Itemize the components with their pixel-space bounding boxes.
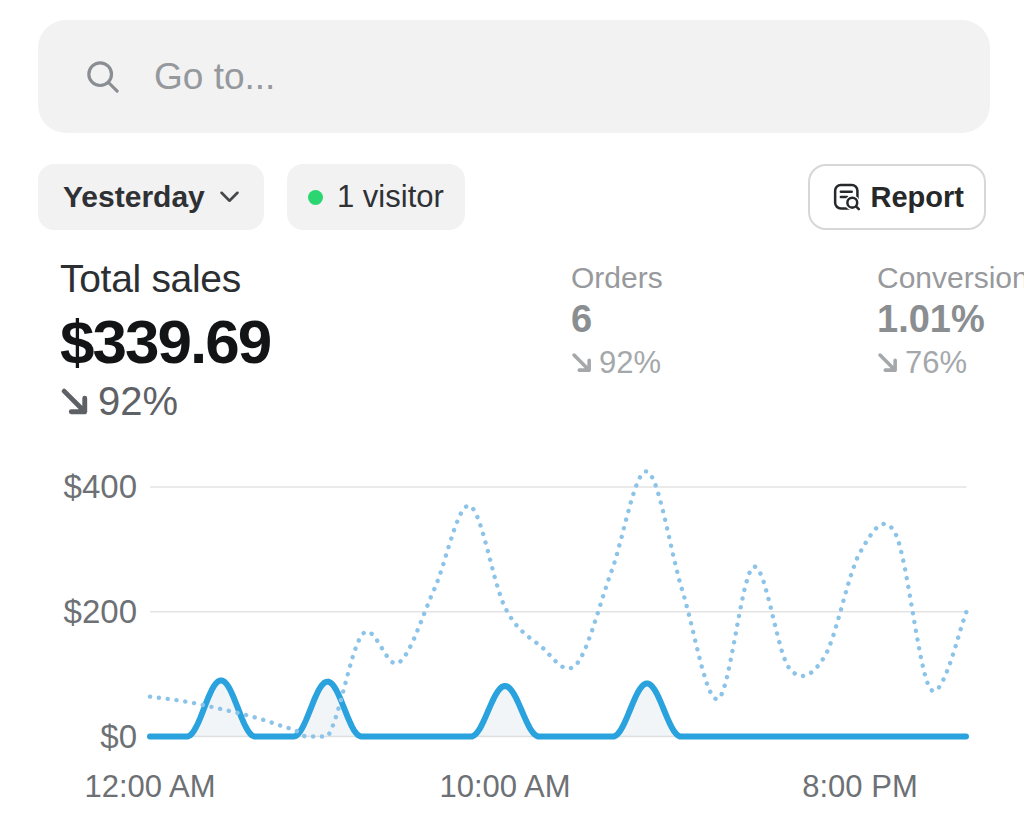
y-axis-label: $0 [100, 718, 137, 755]
visitor-count-label: 1 visitor [337, 179, 444, 215]
metric-delta-value: 92% [599, 345, 661, 381]
x-axis-label: 8:00 PM [802, 769, 917, 804]
chart-area-fill [150, 681, 967, 737]
search-placeholder: Go to... [154, 56, 275, 98]
metric-delta-value: 76% [905, 345, 967, 381]
metric-delta-value: 92% [98, 379, 178, 424]
metric-orders[interactable]: Orders 6 92% [571, 261, 663, 381]
trend-down-icon [877, 352, 899, 374]
search-bar[interactable]: Go to... [38, 20, 990, 133]
chevron-down-icon [220, 191, 239, 203]
live-visitor-dot [308, 190, 323, 205]
metric-total-sales[interactable]: Total sales $339.69 92% [60, 256, 270, 424]
chart-line-previous [150, 471, 967, 736]
metric-value: $339.69 [60, 311, 270, 372]
metric-delta: 92% [60, 379, 270, 424]
report-icon [830, 181, 862, 213]
metric-label: Conversion rate [877, 261, 1024, 295]
visitor-badge[interactable]: 1 visitor [287, 164, 465, 230]
y-axis-label: $400 [64, 468, 137, 505]
metric-label: Total sales [60, 256, 270, 301]
sales-chart: $0 $200 $400 12:00 AM 10:00 AM 8:00 PM [0, 440, 1024, 833]
x-axis-label: 10:00 AM [440, 769, 571, 804]
date-range-button[interactable]: Yesterday [38, 164, 264, 230]
date-range-label: Yesterday [63, 180, 205, 214]
metric-delta: 92% [571, 345, 663, 381]
metric-value: 1.01% [877, 298, 1024, 341]
analytics-dashboard: Go to... Yesterday 1 visitor Report [0, 0, 1024, 833]
metric-conversion-rate[interactable]: Conversion rate 1.01% 76% [877, 261, 1024, 381]
report-button[interactable]: Report [808, 164, 986, 230]
report-button-label: Report [871, 181, 964, 214]
x-axis-label: 12:00 AM [85, 769, 216, 804]
metric-value: 6 [571, 298, 663, 341]
y-axis-label: $200 [64, 593, 137, 630]
controls-row: Yesterday 1 visitor Report [38, 164, 986, 230]
trend-down-icon [571, 352, 593, 374]
metric-label: Orders [571, 261, 663, 295]
metric-delta: 76% [877, 345, 1024, 381]
trend-down-icon [60, 387, 90, 417]
search-icon [83, 57, 123, 97]
chart-line-current [150, 681, 966, 737]
